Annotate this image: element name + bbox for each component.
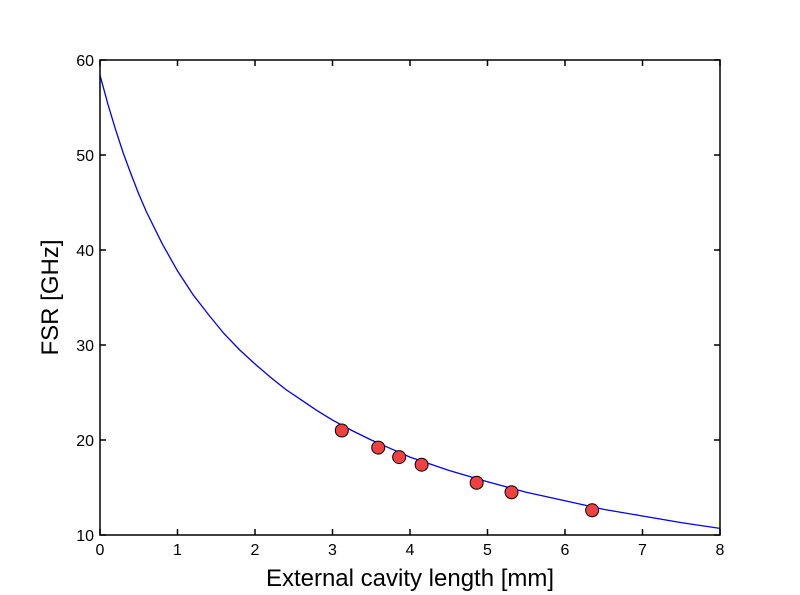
data-points	[334, 423, 600, 518]
x-tick-label: 7	[638, 542, 647, 559]
y-tick-label: 30	[76, 338, 94, 355]
y-axis-label: FSR [GHz]	[37, 239, 64, 355]
axis-ticks	[99, 59, 721, 536]
data-point	[504, 485, 519, 500]
data-point	[371, 440, 386, 455]
x-axis-label: External cavity length [mm]	[266, 565, 554, 592]
x-tick-label: 5	[483, 542, 492, 559]
x-tick-label: 6	[561, 542, 570, 559]
y-tick-label: 20	[76, 433, 94, 450]
x-tick-label: 3	[328, 542, 337, 559]
x-tick-label: 0	[96, 542, 105, 559]
x-tick-label: 1	[173, 542, 182, 559]
x-tick-label: 2	[251, 542, 260, 559]
x-tick-label: 8	[716, 542, 725, 559]
y-tick-label: 50	[76, 148, 94, 165]
y-tick-label: 60	[76, 53, 94, 70]
plot-frame	[99, 59, 721, 536]
fit-curve-line	[100, 75, 720, 529]
data-point	[392, 450, 407, 465]
y-tick-label: 10	[76, 528, 94, 545]
data-point	[469, 475, 484, 490]
data-point	[414, 457, 429, 472]
y-tick-labels: 10 20 30 40 50 60	[76, 53, 94, 545]
y-tick-label: 40	[76, 243, 94, 260]
data-point	[334, 423, 349, 438]
x-tick-labels: 0 1 2 3 4 5 6 7 8	[96, 542, 725, 559]
data-point	[585, 503, 600, 518]
x-tick-label: 4	[406, 542, 415, 559]
